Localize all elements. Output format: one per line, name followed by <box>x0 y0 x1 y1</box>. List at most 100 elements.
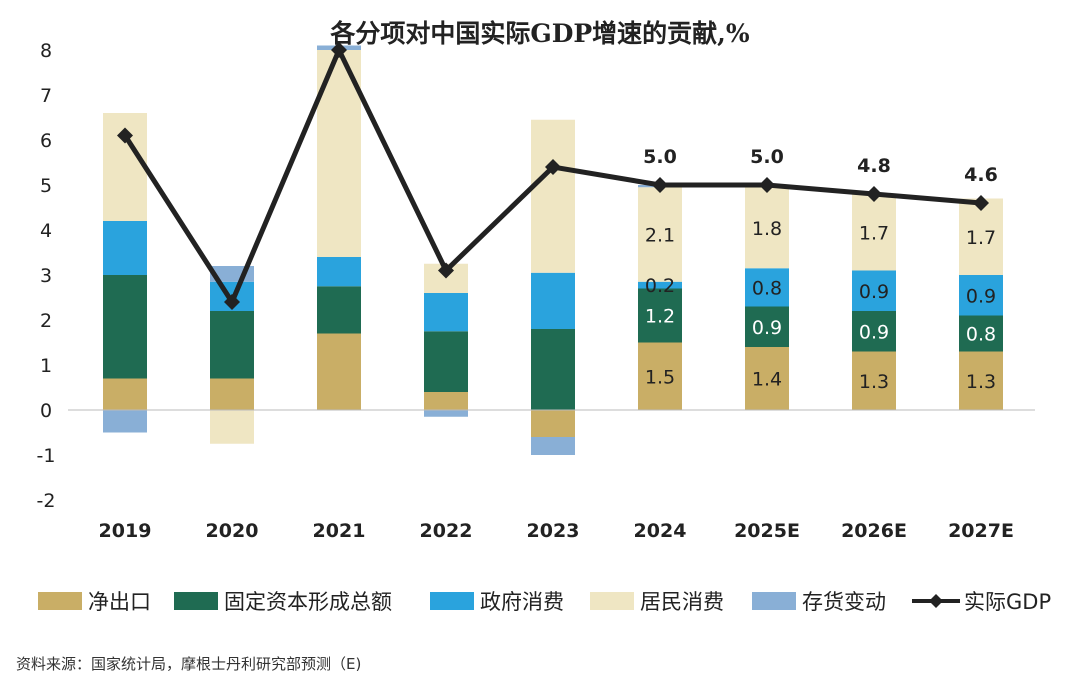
y-tick-label: -2 <box>37 490 56 512</box>
x-tick-label: 2025E <box>734 520 800 542</box>
legend-swatch-4 <box>752 592 796 610</box>
y-tick-label: 4 <box>40 220 52 242</box>
legend-swatch-2 <box>430 592 474 610</box>
bar-data-label: 1.3 <box>966 371 996 393</box>
bar-segment-2022-0 <box>424 392 468 410</box>
bar-segment-2026E-1 <box>852 311 896 352</box>
bar-segment-2020-3 <box>210 410 254 444</box>
bar-segment-2022-1 <box>424 331 468 392</box>
bar-data-label: 0.9 <box>966 285 996 307</box>
gdp-point-2020 <box>224 294 240 310</box>
y-tick-label: 6 <box>40 130 52 152</box>
x-axis: 2019 2020 2021 2022 2023 2024 2025E 2026E 2027E <box>99 520 1014 542</box>
bar-segment-2024-2 <box>638 281 682 289</box>
bar-data-label: 1.7 <box>859 222 889 244</box>
bar-data-label: 0.8 <box>966 324 996 346</box>
legend-label: 固定资本形成总额 <box>224 590 392 614</box>
bar-segment-2024-1 <box>638 288 682 343</box>
gdp-point-2025E <box>759 177 775 193</box>
bar-segment-2025E-1 <box>745 306 789 347</box>
y-tick-label: 3 <box>40 265 52 287</box>
legend-label: 存货变动 <box>802 590 886 614</box>
x-tick-label: 2026E <box>841 520 907 542</box>
bar-data-label: 1.7 <box>966 227 996 249</box>
gdp-line-series: 5.0 5.0 4.8 4.6 <box>117 42 998 310</box>
bar-data-label: 0.9 <box>859 281 889 303</box>
gdp-value-label: 4.6 <box>964 164 998 186</box>
y-tick-label: 1 <box>40 355 52 377</box>
source-note: 资料来源：国家统计局，摩根士丹利研究部预测（E) <box>16 655 361 673</box>
bar-segment-2026E-3 <box>852 194 896 271</box>
gdp-point-2021 <box>331 42 347 58</box>
y-tick-label: 5 <box>40 175 52 197</box>
x-tick-label: 2027E <box>948 520 1014 542</box>
x-tick-label: 2021 <box>313 520 366 542</box>
bar-segment-2021-1 <box>317 286 361 334</box>
bar-segment-2023-4 <box>531 437 575 455</box>
bar-data-label: 1.5 <box>645 366 675 388</box>
stacked-bars <box>103 45 1003 455</box>
y-axis: 8 7 6 5 4 3 2 1 0 -1 -2 <box>37 40 56 512</box>
bar-data-label: 1.2 <box>645 306 675 328</box>
bar-data-label: 0.2 <box>645 275 675 297</box>
bar-data-label: 1.8 <box>752 218 782 240</box>
x-tick-label: 2022 <box>420 520 473 542</box>
legend-label: 居民消费 <box>640 590 724 614</box>
gdp-point-2024 <box>652 177 668 193</box>
bar-segment-2019-1 <box>103 275 147 379</box>
y-tick-label: 2 <box>40 310 52 332</box>
y-tick-label: 8 <box>40 40 52 62</box>
legend-label: 政府消费 <box>480 590 564 614</box>
bar-segment-2021-2 <box>317 257 361 287</box>
bar-segment-2024-3 <box>638 187 682 282</box>
bar-segment-2027E-0 <box>959 351 1003 410</box>
legend-swatch-1 <box>174 592 218 610</box>
chart-title: 各分项对中国实际GDP增速的贡献,% <box>329 19 750 48</box>
x-tick-label: 2023 <box>527 520 580 542</box>
x-tick-label: 2024 <box>634 520 687 542</box>
x-tick-label: 2019 <box>99 520 152 542</box>
bar-segment-2026E-0 <box>852 351 896 410</box>
gdp-point-2023 <box>545 159 561 175</box>
bar-segment-2019-4 <box>103 410 147 433</box>
bar-segment-2027E-3 <box>959 198 1003 275</box>
bar-segment-2020-1 <box>210 311 254 379</box>
bar-segment-2022-4 <box>424 410 468 417</box>
bar-segment-2023-2 <box>531 272 575 329</box>
gdp-point-2026E <box>866 186 882 202</box>
gdp-point-2027E <box>973 195 989 211</box>
legend-swatch-3 <box>590 592 634 610</box>
gdp-value-label: 4.8 <box>857 155 891 177</box>
legend-swatch-0 <box>38 592 82 610</box>
bar-segment-2024-0 <box>638 342 682 410</box>
bar-segment-2020-0 <box>210 378 254 410</box>
x-tick-label: 2020 <box>206 520 259 542</box>
bar-segment-2027E-2 <box>959 275 1003 316</box>
bar-segment-2023-3 <box>531 119 575 273</box>
bar-segment-2027E-1 <box>959 315 1003 352</box>
legend-diamond-icon <box>929 594 943 608</box>
y-tick-label: 0 <box>40 400 52 422</box>
bar-data-label: 0.8 <box>752 277 782 299</box>
bar-data-label: 0.9 <box>752 317 782 339</box>
legend: 净出口 固定资本形成总额 政府消费 居民消费 存货变动 实际GDP <box>38 590 1051 614</box>
bar-data-labels: 1.5 1.2 0.2 2.1 1.4 0.9 0.8 1.8 1.3 0.9 0.9 1.7 1.3 0… <box>645 218 996 393</box>
gdp-value-label: 5.0 <box>750 146 784 168</box>
gdp-point-2019 <box>117 127 133 144</box>
bar-segment-2025E-0 <box>745 347 789 410</box>
bar-segment-2026E-2 <box>852 270 896 311</box>
bar-segment-2021-0 <box>317 333 361 410</box>
bar-segment-2025E-3 <box>745 187 789 269</box>
y-tick-label: 7 <box>40 85 52 107</box>
bar-segment-2019-2 <box>103 221 147 275</box>
y-tick-label: -1 <box>37 445 56 467</box>
gdp-point-2022 <box>438 262 454 279</box>
bar-segment-2023-1 <box>531 329 575 410</box>
bar-data-label: 0.9 <box>859 321 889 343</box>
bar-data-label: 1.4 <box>752 369 782 391</box>
gdp-value-label: 5.0 <box>643 146 677 168</box>
legend-label: 实际GDP <box>964 590 1051 614</box>
bar-segment-2025E-2 <box>745 268 789 307</box>
bar-segment-2022-2 <box>424 293 468 332</box>
